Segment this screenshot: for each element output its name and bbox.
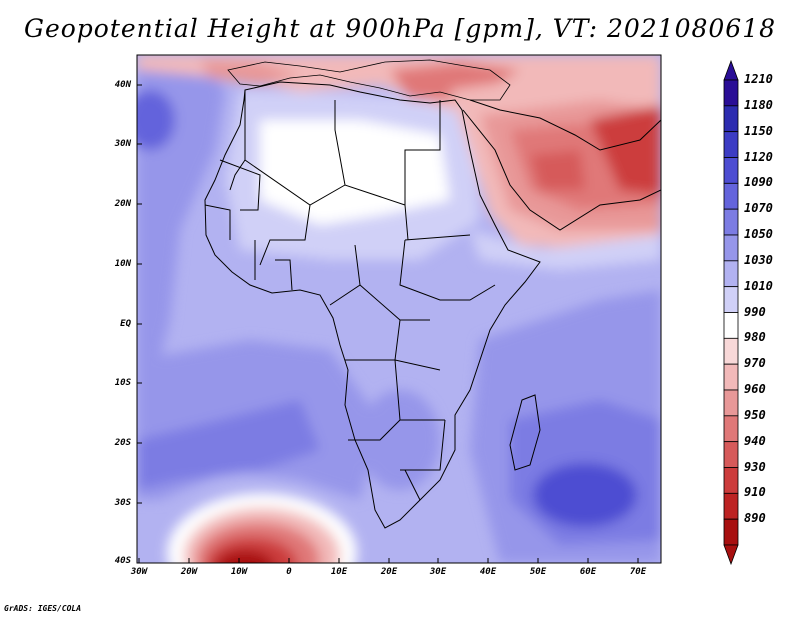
colorbar-swatch [723,79,739,107]
colorbar-swatch [723,260,739,288]
colorbar-level-label: 1070 [744,201,773,216]
lat-label-10s: 10S [114,378,131,388]
lon-label-30e: 30E [429,567,447,577]
colorbar-swatch [723,208,739,236]
lat-label-20n: 20N [114,199,131,209]
colorbar-swatch [723,131,739,158]
colorbar-swatch [723,415,739,443]
lon-label-30w: 30W [130,567,148,577]
colorbar-arrow-top [723,59,739,81]
lat-label-20s: 20S [114,438,131,448]
height-field [137,55,661,563]
colorbar-level-label: 950 [744,407,766,422]
colorbar-level-label: 910 [744,485,766,500]
colorbar-swatch [723,105,739,133]
colorbar-level-label: 960 [744,382,766,396]
lon-label-10e: 10E [330,567,348,577]
lon-label-20e: 20E [380,567,398,577]
lat-label-40n: 40N [114,80,131,90]
colorbar-swatch [723,286,739,313]
colorbar-level-label: 970 [744,356,766,371]
lon-label-40e: 40E [479,567,497,577]
lat-label-40s: 40S [114,556,131,566]
lat-label-10n: 10N [114,259,131,269]
lat-label-30s: 30S [114,498,131,508]
colorbar-swatch [723,182,739,210]
colorbar-swatch [723,389,739,417]
lon-label-70e: 70E [629,567,647,577]
colorbar-swatch [723,467,739,494]
colorbar-level-label: 940 [744,433,766,448]
colorbar-level-label: 1010 [744,278,773,293]
colorbar-swatch [723,441,739,468]
colorbar-swatch [723,337,739,365]
colorbar-level-label: 930 [744,459,766,474]
lon-label-20w: 20W [180,567,198,577]
colorbar-level-label: 1120 [744,149,773,164]
lon-label-0: 0 [286,567,292,577]
colorbar-level-label: 1050 [744,227,773,241]
colorbar-swatch [723,157,739,184]
colorbar-arrow-bottom [723,544,739,566]
lon-label-10w: 10W [230,567,248,577]
coastlines [204,59,661,529]
lon-label-60e: 60E [579,567,597,577]
colorbar-level-label: 990 [744,304,766,319]
colorbar-level-label: 1150 [744,123,773,138]
colorbar [723,59,739,566]
colorbar-level-label: 1180 [744,97,773,112]
colorbar-swatch [723,234,739,262]
colorbar-level-label: 980 [744,330,766,345]
colorbar-swatch [723,312,739,339]
colorbar-level-label: 890 [744,511,766,526]
map-title: Geopotential Height at 900hPa [gpm], VT:… [23,14,777,43]
lon-label-50e: 50E [529,567,547,577]
axis-ticks [137,84,639,564]
credit-text: GrADS: IGES/COLA [4,604,82,613]
lat-label-30n: 30N [114,139,131,149]
lat-label-eq: EQ [120,319,131,329]
colorbar-swatch [723,518,739,546]
colorbar-swatch [723,363,739,391]
colorbar-level-label: 1030 [744,252,773,267]
colorbar-level-label: 1090 [744,175,773,190]
plot-frame [136,54,662,564]
colorbar-level-label: 1210 [744,72,773,86]
colorbar-swatch [723,492,739,520]
